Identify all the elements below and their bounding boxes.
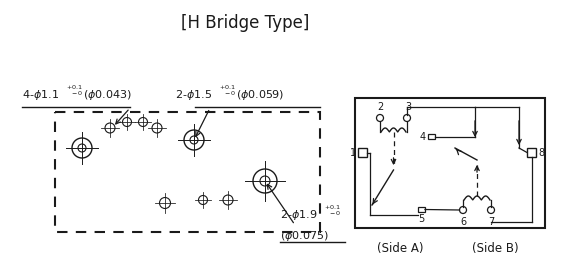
Text: ($\phi$0.059): ($\phi$0.059) (236, 88, 284, 102)
Bar (55, 112, 320, 232)
Bar (358, 148, 367, 157)
Text: 5: 5 (418, 214, 425, 224)
Text: [H Bridge Type]: [H Bridge Type] (181, 14, 309, 32)
Text: 7: 7 (488, 217, 494, 227)
Text: 2-$\phi$1.9: 2-$\phi$1.9 (280, 208, 317, 222)
Text: (Side A): (Side A) (377, 242, 423, 255)
Text: ($\phi$0.043): ($\phi$0.043) (83, 88, 132, 102)
Text: 4-$\phi$1.1: 4-$\phi$1.1 (22, 88, 59, 102)
Bar (428, 134, 435, 139)
Text: $^{+0.1}_{\ \ -0}$: $^{+0.1}_{\ \ -0}$ (324, 203, 342, 218)
Text: 8: 8 (538, 147, 544, 158)
Text: $^{+0.1}_{\ \ -0}$: $^{+0.1}_{\ \ -0}$ (66, 83, 84, 98)
Text: 2-$\phi$1.5: 2-$\phi$1.5 (175, 88, 212, 102)
Text: 3: 3 (405, 102, 411, 112)
Text: 4: 4 (420, 132, 426, 142)
Text: 6: 6 (460, 217, 466, 227)
Text: (Side B): (Side B) (472, 242, 519, 255)
Text: 2: 2 (377, 102, 383, 112)
Bar (355, 98, 545, 228)
Bar (418, 207, 425, 212)
Text: 1: 1 (350, 147, 356, 158)
Bar (527, 148, 536, 157)
Text: ($\phi$0.075): ($\phi$0.075) (280, 229, 329, 243)
Text: $^{+0.1}_{\ \ -0}$: $^{+0.1}_{\ \ -0}$ (219, 83, 237, 98)
